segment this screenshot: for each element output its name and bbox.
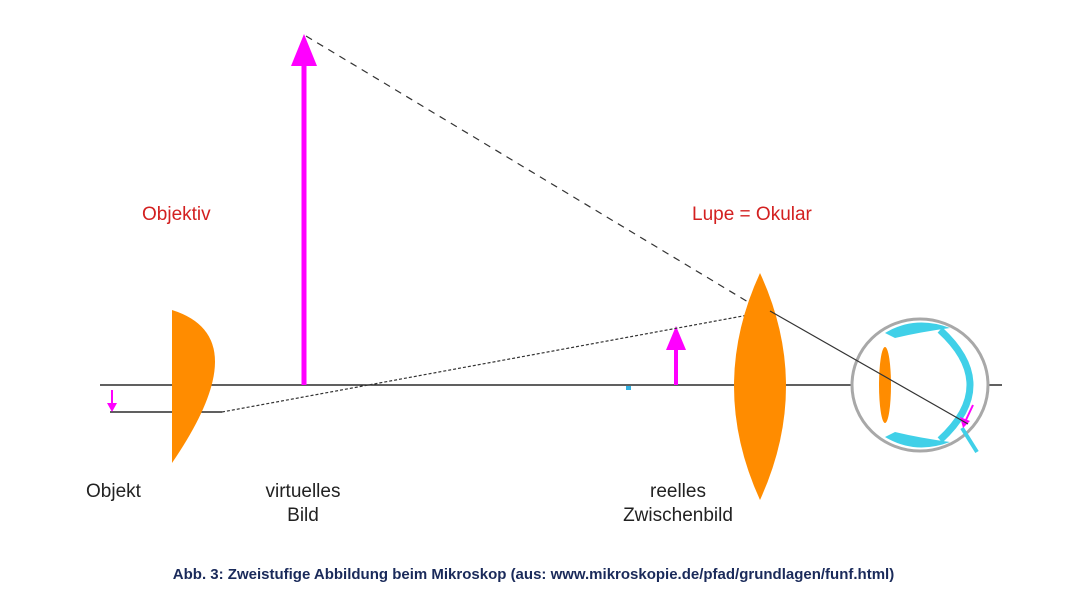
eyepiece-lens — [734, 273, 786, 500]
eye-upper-band — [885, 322, 950, 338]
focal-point-marker — [626, 386, 631, 390]
eye-lower-band — [885, 432, 950, 448]
retinal-image-arrow — [964, 404, 974, 423]
virtuelles-line1: virtuelles — [265, 481, 341, 502]
figure-caption: Abb. 3: Zweistufige Abbildung beim Mikro… — [172, 566, 895, 583]
reelles-line2: Zwischenbild — [623, 504, 733, 526]
virtual-construction-line — [305, 35, 769, 315]
optic-nerve — [960, 426, 979, 454]
intermediate-ray — [221, 310, 771, 413]
reelles-zwischenbild-label: reelles Zwischenbild — [608, 480, 748, 528]
virtuelles-bild-label: virtuelles Bild — [248, 480, 358, 528]
lupe-okular-label: Lupe = Okular — [692, 204, 812, 225]
object-arrow — [107, 390, 117, 412]
reelles-line1: reelles — [650, 481, 706, 502]
objekt-label: Objekt — [86, 481, 141, 502]
eye-lens — [879, 347, 891, 423]
virtuelles-line2: Bild — [287, 504, 319, 526]
objektiv-label: Objektiv — [142, 204, 211, 225]
virtual-image-arrow — [291, 34, 317, 385]
objective-lens — [172, 310, 215, 463]
intermediate-image-arrow — [666, 326, 686, 385]
eye-ray — [769, 310, 969, 425]
eye-retina — [937, 327, 974, 443]
eye — [850, 317, 990, 454]
